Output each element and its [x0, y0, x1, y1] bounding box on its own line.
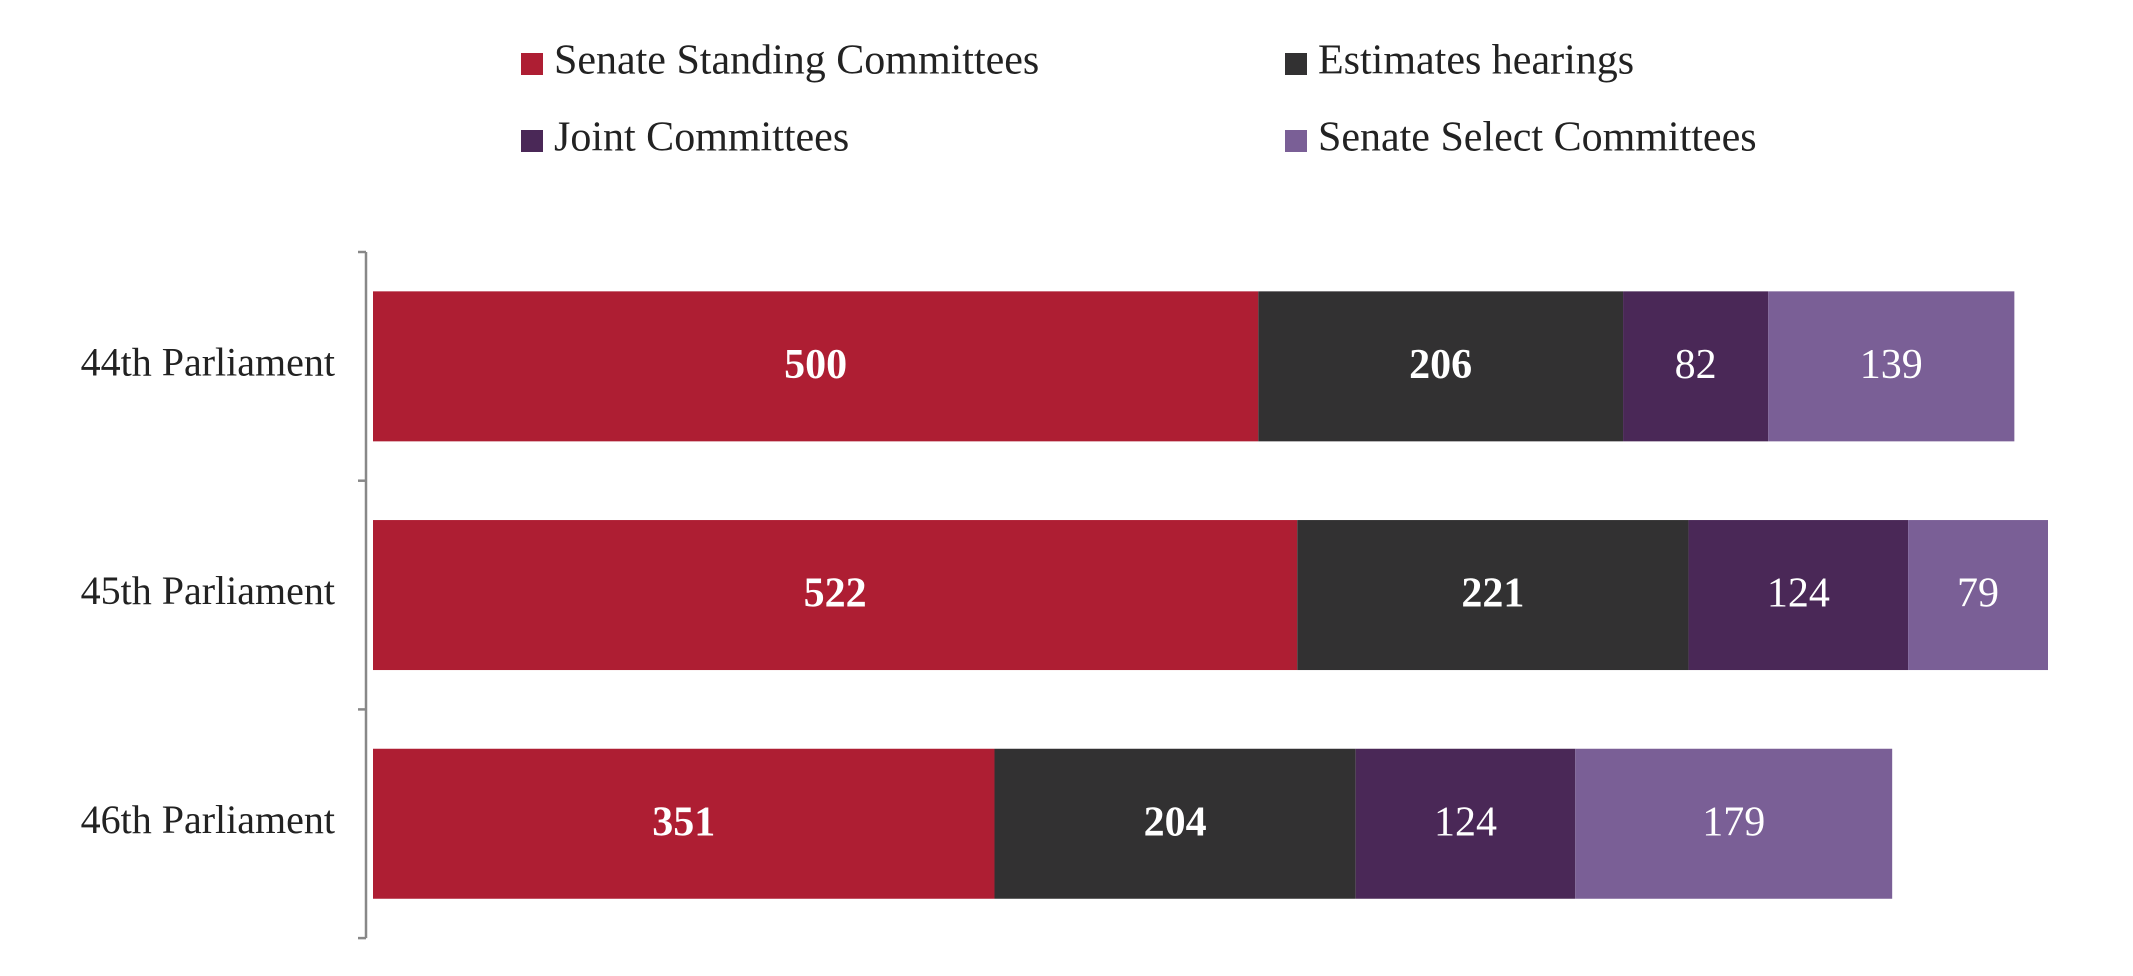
- bar-segment: [1297, 520, 1689, 671]
- value-label: 522: [804, 571, 867, 617]
- bar-segment: [373, 748, 995, 899]
- category-label: 44th Parliament: [81, 340, 335, 385]
- value-label: 124: [1767, 571, 1830, 617]
- legend-label: Joint Committees: [554, 115, 849, 161]
- value-label: 79: [1957, 571, 1999, 617]
- category-label: 45th Parliament: [81, 568, 335, 613]
- legend-swatch: [1285, 53, 1307, 75]
- legend-label: Senate Select Committees: [1318, 115, 1757, 161]
- category-label: 46th Parliament: [81, 797, 335, 842]
- bar-segment: [1355, 748, 1576, 899]
- legend-swatch: [1285, 130, 1307, 152]
- value-label: 139: [1860, 342, 1923, 388]
- bar-segment: [1623, 291, 1769, 442]
- bar-segment: [373, 520, 1298, 671]
- legend-swatch: [521, 53, 543, 75]
- value-label: 206: [1409, 342, 1472, 388]
- bar-segment: [373, 291, 1259, 442]
- bar-segment: [1908, 520, 2048, 671]
- bar-segment: [1768, 291, 2015, 442]
- bar-segment: [994, 748, 1356, 899]
- value-label: 351: [652, 799, 715, 845]
- value-label: 221: [1461, 571, 1524, 617]
- bar-segment: [1688, 520, 1909, 671]
- value-label: 179: [1702, 799, 1765, 845]
- legend-label: Senate Standing Committees: [554, 38, 1039, 84]
- bar-segment: [1258, 291, 1624, 442]
- value-label: 124: [1434, 799, 1497, 845]
- bar-segment: [1575, 748, 1893, 899]
- legend-label: Estimates hearings: [1318, 38, 1634, 84]
- value-label: 82: [1675, 342, 1717, 388]
- legend-swatch: [521, 130, 543, 152]
- value-label: 500: [784, 342, 847, 388]
- value-label: 204: [1144, 799, 1207, 845]
